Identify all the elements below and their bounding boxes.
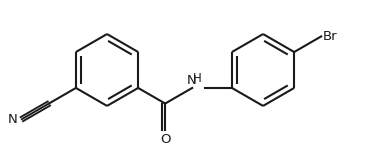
Text: H: H [193, 72, 202, 85]
Text: N: N [7, 113, 17, 126]
Text: N: N [187, 74, 196, 87]
Text: Br: Br [323, 30, 338, 43]
Text: O: O [160, 133, 171, 146]
